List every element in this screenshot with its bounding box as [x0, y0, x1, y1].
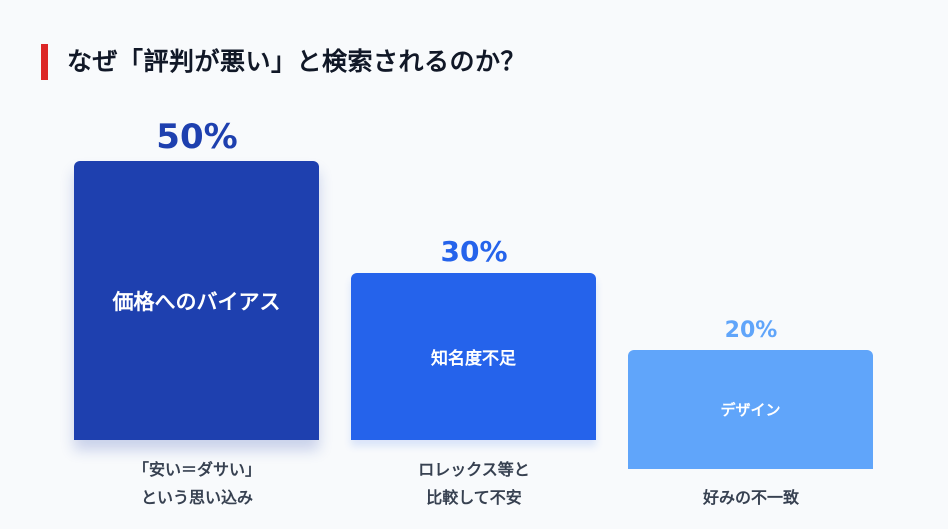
bar-caption: ロレックス等と [418, 460, 530, 479]
value-label: 50% [156, 117, 238, 157]
bar: 知名度不足 [351, 273, 596, 440]
value-label: 30% [440, 235, 508, 268]
bar-caption: という思い込み [140, 488, 253, 507]
title-accent-bar [41, 44, 48, 80]
bar: デザイン [628, 350, 873, 469]
bar: 価格へのバイアス [74, 161, 319, 440]
value-label: 20% [724, 318, 778, 343]
bar-caption: 好みの不一致 [702, 488, 799, 507]
bar-category-label: 価格へのバイアス [112, 289, 281, 314]
bar-category-label: デザイン [720, 401, 781, 419]
page-title: なぜ「評判が悪い」と検索されるのか？ [67, 47, 527, 76]
bar-caption: 比較して不安 [426, 488, 522, 507]
bar-category-label: 知名度不足 [431, 349, 516, 369]
bar-caption: 「安い＝ダサい」 [132, 460, 261, 479]
